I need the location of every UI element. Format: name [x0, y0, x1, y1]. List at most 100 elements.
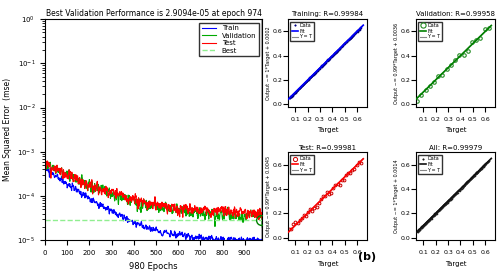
Data — [436, 75, 442, 78]
Data — [332, 184, 338, 187]
Data — [307, 207, 313, 211]
Data — [330, 186, 336, 190]
Data — [458, 187, 464, 191]
Data — [446, 199, 452, 202]
Legend: Train, Validation, Test, Best: Train, Validation, Test, Best — [200, 23, 259, 56]
Validation — [226, 212, 232, 215]
Line: Data: Data — [416, 26, 490, 103]
Data — [469, 40, 475, 44]
Data — [452, 58, 458, 62]
X-axis label: Target: Target — [444, 260, 466, 266]
Title: All: R=0.99979: All: R=0.99979 — [429, 145, 482, 151]
Data — [314, 206, 320, 209]
Data — [444, 68, 450, 71]
Data — [288, 227, 294, 231]
Data — [358, 161, 364, 164]
Data — [320, 194, 326, 198]
Data — [427, 84, 433, 87]
Data — [312, 207, 318, 210]
Best — [42, 218, 48, 221]
Legend: Data, Fit, Y = T: Data, Fit, Y = T — [290, 155, 314, 174]
Data — [290, 222, 296, 226]
Data — [356, 160, 362, 164]
Data — [358, 25, 364, 29]
Validation — [82, 185, 87, 188]
Data — [418, 93, 424, 97]
Validation — [106, 189, 112, 192]
Legend: Data, Fit, Y = T: Data, Fit, Y = T — [418, 155, 442, 174]
Data — [486, 159, 492, 162]
Validation — [113, 191, 119, 195]
Data — [294, 222, 300, 225]
Data — [316, 201, 322, 204]
Data — [296, 218, 302, 221]
Test — [42, 41, 48, 44]
Y-axis label: Output ~= 1*Target + 0.0014: Output ~= 1*Target + 0.0014 — [394, 159, 399, 233]
Data — [322, 194, 328, 198]
Test — [113, 197, 119, 200]
Data — [314, 68, 320, 72]
Validation — [259, 225, 265, 229]
Validation — [139, 203, 145, 206]
Data — [292, 221, 298, 224]
Test — [139, 201, 145, 205]
X-axis label: 980 Epochs: 980 Epochs — [130, 262, 178, 271]
Title: Best Validation Performance is 2.9094e-05 at epoch 974: Best Validation Performance is 2.9094e-0… — [46, 9, 262, 18]
Data — [347, 171, 353, 174]
Data — [434, 210, 440, 214]
Data — [414, 99, 420, 102]
Data — [343, 173, 349, 176]
Data — [326, 192, 332, 196]
Line: Test: Test — [45, 42, 262, 220]
Data — [486, 159, 492, 162]
Y-axis label: Output ~= 1*Target + 0.0002: Output ~= 1*Target + 0.0002 — [266, 26, 271, 100]
Y-axis label: Output ~= 0.99*Target + 0.0036: Output ~= 0.99*Target + 0.0036 — [394, 22, 399, 103]
Data — [338, 46, 344, 49]
Y-axis label: Output ~= 0.99*Target + 0.0045: Output ~= 0.99*Target + 0.0045 — [266, 156, 271, 237]
Train — [226, 239, 232, 242]
Data — [468, 176, 474, 179]
Title: Training: R=0.99984: Training: R=0.99984 — [292, 11, 364, 17]
Y-axis label: Mean Squared Error  (mse): Mean Squared Error (mse) — [3, 78, 12, 181]
Data — [303, 215, 309, 218]
Test — [82, 187, 87, 190]
Data — [339, 178, 345, 182]
Text: (b): (b) — [358, 252, 376, 262]
Line: Data: Data — [288, 26, 362, 99]
Data — [414, 230, 420, 233]
Data — [456, 54, 462, 57]
Data — [448, 63, 454, 66]
Data — [482, 28, 488, 31]
Data — [334, 182, 340, 186]
Data — [305, 210, 311, 213]
Data — [486, 26, 492, 29]
Train — [90, 199, 96, 202]
Test — [106, 192, 112, 195]
Data — [465, 50, 471, 53]
Data — [460, 53, 466, 56]
Data — [440, 73, 446, 77]
Data — [299, 216, 305, 219]
Validation — [42, 41, 48, 44]
Data — [354, 164, 360, 167]
Data — [338, 45, 344, 49]
Train — [139, 225, 145, 229]
Data — [301, 213, 307, 216]
Train — [106, 207, 112, 210]
Data — [341, 178, 347, 181]
Data — [454, 191, 460, 195]
Data — [422, 88, 428, 91]
Legend: Data, Fit, Y = T: Data, Fit, Y = T — [290, 22, 314, 41]
Line: Validation: Validation — [45, 42, 262, 227]
Validation — [90, 185, 96, 188]
Data — [286, 97, 292, 100]
Line: Train: Train — [45, 42, 262, 251]
Data — [336, 183, 342, 186]
Line: Data: Data — [416, 160, 490, 232]
Data — [352, 167, 358, 171]
Data — [447, 198, 453, 201]
Data — [318, 198, 324, 201]
Data — [350, 169, 356, 172]
Data — [310, 73, 316, 77]
Data — [473, 38, 479, 41]
